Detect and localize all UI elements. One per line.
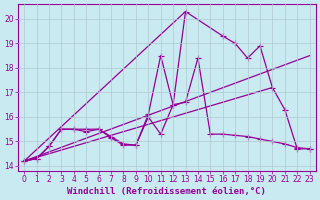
X-axis label: Windchill (Refroidissement éolien,°C): Windchill (Refroidissement éolien,°C) xyxy=(68,187,266,196)
